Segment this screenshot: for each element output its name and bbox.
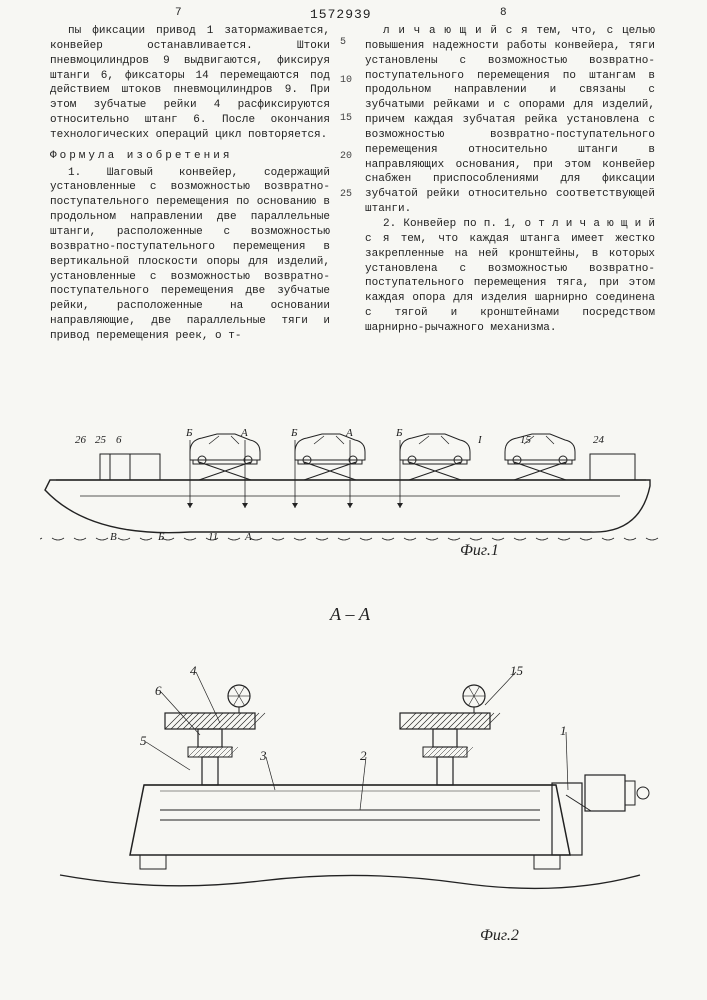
svg-text:В: В <box>110 531 117 543</box>
patent-page: 7 1572939 8 5 10 15 20 25 пы фиксации пр… <box>0 0 707 1000</box>
svg-text:3: 3 <box>259 748 267 763</box>
paragraph: пы фиксации привод 1 затормаживается, ко… <box>50 24 330 143</box>
line-num: 5 <box>340 24 352 62</box>
svg-text:15: 15 <box>510 663 524 678</box>
svg-text:А – А: А – А <box>329 604 371 624</box>
svg-text:А: А <box>345 427 353 439</box>
page-number-right: 8 <box>500 6 507 21</box>
figure-2: А – А 6 4 5 3 2 15 1 Фиг.2 <box>40 595 660 955</box>
text-column-left: пы фиксации привод 1 затормаживается, ко… <box>50 24 330 344</box>
figures-area: Б А Б А Б 26 25 6 11 I 15 24 В Б А Фиг.1 А – А 6 4 5 3 2 15 1 Ф… <box>40 385 660 975</box>
svg-text:Б: Б <box>395 427 403 439</box>
claims-header: Формула изобретения <box>50 149 330 164</box>
svg-text:11: 11 <box>208 531 218 543</box>
svg-text:6: 6 <box>116 434 122 446</box>
svg-text:6: 6 <box>155 683 162 698</box>
svg-text:24: 24 <box>593 434 605 446</box>
claim-text: 2. Конвейер по п. 1, о т л и ч а ю щ и й… <box>365 217 655 336</box>
page-number-left: 7 <box>175 6 182 21</box>
svg-text:4: 4 <box>190 663 197 678</box>
svg-text:Фиг.1: Фиг.1 <box>460 542 499 559</box>
svg-text:26: 26 <box>75 434 87 446</box>
svg-text:5: 5 <box>140 733 147 748</box>
text-column-right: л и ч а ю щ и й с я тем, что, с целью по… <box>365 24 655 336</box>
line-num: 20 <box>340 138 352 176</box>
doc-number: 1572939 <box>310 6 372 24</box>
claim-text: 1. Шаговый конвейер, содержащий установл… <box>50 166 330 344</box>
svg-text:I: I <box>477 434 483 446</box>
svg-text:2: 2 <box>360 748 367 763</box>
svg-text:А: А <box>244 531 252 543</box>
svg-text:Б: Б <box>185 427 193 439</box>
line-num: 15 <box>340 100 352 138</box>
svg-text:Б: Б <box>290 427 298 439</box>
svg-text:Б: Б <box>157 531 165 543</box>
svg-text:25: 25 <box>95 434 107 446</box>
svg-text:А: А <box>240 427 248 439</box>
svg-text:15: 15 <box>520 434 532 446</box>
svg-text:1: 1 <box>560 723 567 738</box>
line-num: 25 <box>340 176 352 214</box>
paragraph: л и ч а ю щ и й с я тем, что, с целью по… <box>365 24 655 217</box>
line-num: 10 <box>340 62 352 100</box>
figure-1: Б А Б А Б 26 25 6 11 I 15 24 В Б А Фиг.1 <box>40 385 660 565</box>
line-number-gutter: 5 10 15 20 25 <box>340 24 352 214</box>
svg-text:Фиг.2: Фиг.2 <box>480 927 519 944</box>
